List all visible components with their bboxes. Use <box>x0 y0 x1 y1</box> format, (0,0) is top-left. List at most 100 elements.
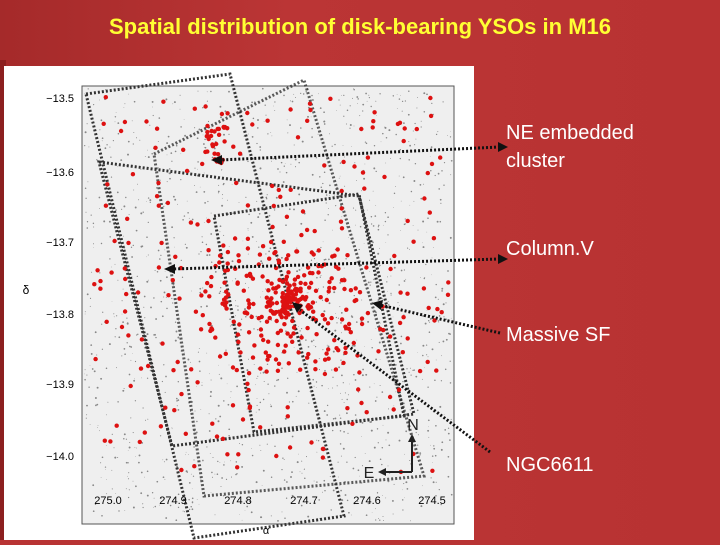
background-star <box>111 301 113 302</box>
background-star <box>128 93 130 95</box>
background-star <box>341 332 342 334</box>
yso-points <box>92 95 451 475</box>
background-star <box>208 430 211 432</box>
background-star <box>180 126 182 128</box>
yso-point <box>122 309 128 314</box>
background-star <box>218 184 220 186</box>
plot-panel: −13.5 −13.6 −13.7 −13.8 −13.9 −14.0 δ 27… <box>4 66 474 540</box>
background-star <box>157 249 160 252</box>
background-star <box>424 277 426 279</box>
background-star <box>403 375 405 377</box>
yso-point <box>324 297 329 303</box>
background-star <box>276 257 278 259</box>
background-star <box>318 93 319 95</box>
background-star <box>392 316 394 318</box>
background-star <box>437 298 439 300</box>
background-star <box>429 156 431 157</box>
background-star <box>387 276 388 278</box>
background-star <box>130 246 133 248</box>
background-star <box>108 220 111 223</box>
background-star <box>355 321 358 323</box>
background-star <box>210 390 212 393</box>
yso-point <box>332 285 337 291</box>
background-star <box>364 346 365 347</box>
background-star <box>176 397 178 400</box>
background-star <box>206 254 209 257</box>
yso-point <box>232 236 238 241</box>
background-star <box>261 87 264 90</box>
background-star <box>309 391 311 392</box>
yso-point <box>247 301 252 307</box>
compass: N E <box>364 417 419 482</box>
background-star <box>403 313 405 315</box>
background-star <box>332 229 333 231</box>
background-star <box>377 442 379 444</box>
background-star <box>365 142 368 145</box>
background-star <box>430 169 432 172</box>
y-tick: −13.7 <box>46 237 74 249</box>
arrow-ne-cluster <box>219 145 501 162</box>
background-star <box>125 438 128 440</box>
background-star <box>450 159 453 162</box>
yso-point <box>350 421 355 426</box>
background-star <box>370 429 373 432</box>
background-star <box>307 515 310 518</box>
background-star <box>437 131 439 133</box>
background-star <box>149 124 151 126</box>
background-star <box>439 198 442 201</box>
background-star <box>274 101 276 103</box>
background-star <box>324 258 327 261</box>
background-star <box>133 379 136 382</box>
background-star <box>341 95 342 96</box>
background-star <box>137 183 138 185</box>
background-star <box>220 116 222 119</box>
background-star <box>384 220 387 223</box>
background-star <box>438 315 441 317</box>
yso-point <box>205 280 210 286</box>
yso-point <box>199 293 204 298</box>
background-star <box>109 236 111 238</box>
yso-point <box>122 266 128 271</box>
background-star <box>332 489 335 492</box>
background-star <box>448 332 450 335</box>
background-star <box>258 246 260 248</box>
background-star <box>150 88 152 90</box>
background-star <box>133 189 135 191</box>
yso-point <box>293 296 298 302</box>
background-star <box>323 310 326 313</box>
background-star <box>392 513 394 515</box>
background-star <box>385 439 387 441</box>
background-star <box>96 403 99 406</box>
background-star <box>255 384 257 386</box>
background-star <box>380 322 382 324</box>
background-star <box>344 392 346 394</box>
background-star <box>328 302 331 305</box>
background-star <box>223 502 225 504</box>
background-star <box>323 111 325 114</box>
yso-point <box>181 147 186 152</box>
background-star <box>225 478 228 481</box>
background-star <box>299 471 301 473</box>
yso-point <box>286 253 291 258</box>
background-star <box>113 313 115 315</box>
background-star <box>153 506 154 508</box>
background-star <box>293 347 295 348</box>
background-star <box>218 292 221 294</box>
background-star <box>313 339 315 341</box>
background-star <box>288 401 290 403</box>
background-star <box>106 479 108 480</box>
yso-point <box>357 370 362 375</box>
background-star <box>313 480 315 482</box>
background-star <box>134 447 136 448</box>
yso-point <box>273 357 279 362</box>
arrowhead-ngc6611 <box>292 302 303 313</box>
yso-point <box>261 337 266 343</box>
yso-point <box>299 335 304 340</box>
background-star <box>424 322 427 325</box>
background-star <box>165 517 168 519</box>
background-star <box>318 369 321 371</box>
background-star <box>321 299 324 301</box>
background-star <box>127 140 130 143</box>
yso-point <box>225 126 230 131</box>
background-star <box>387 431 390 434</box>
